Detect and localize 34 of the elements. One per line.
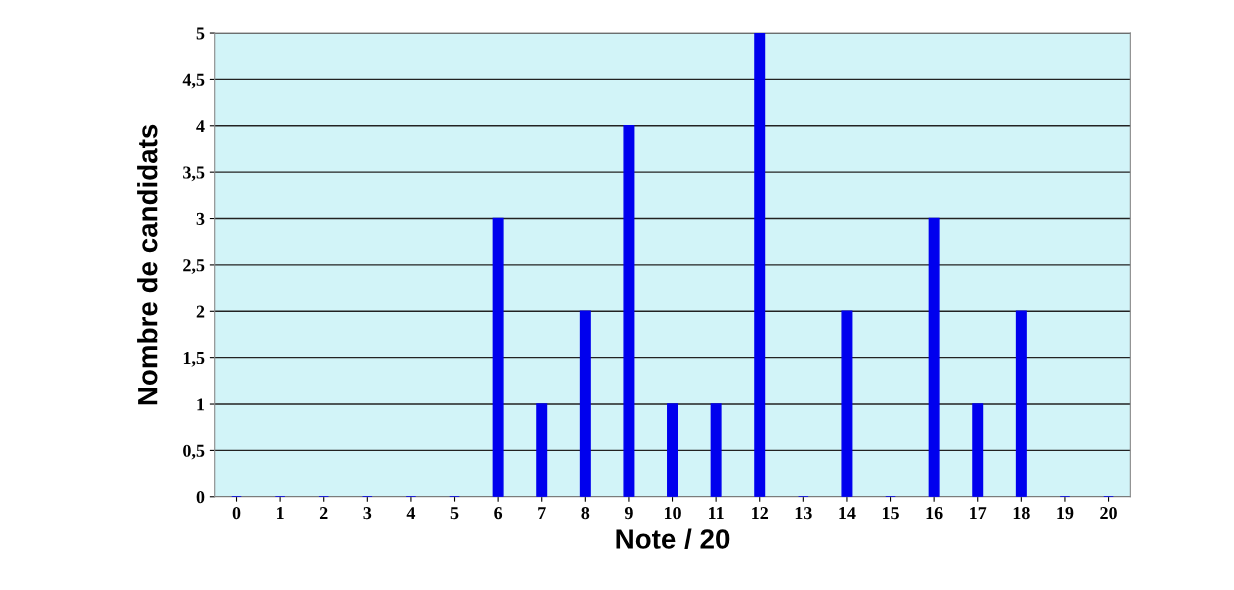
x-tick-label: 18 bbox=[1013, 507, 1030, 520]
x-tick-label: 0 bbox=[232, 507, 241, 520]
x-tick-label: 7 bbox=[538, 507, 546, 520]
x-tick-label: 17 bbox=[970, 507, 987, 520]
x-tick-label: 4 bbox=[406, 507, 416, 520]
x-tick-label: 14 bbox=[839, 507, 856, 520]
x-tick-label: 10 bbox=[664, 507, 681, 520]
y-tick-label: 5 bbox=[196, 27, 205, 40]
x-tick-label: 8 bbox=[581, 507, 590, 520]
y-tick-label: 2,5 bbox=[183, 259, 205, 274]
x-tick-label: 3 bbox=[363, 507, 372, 520]
x-tick-label: 2 bbox=[319, 507, 328, 520]
x-tick-label: 12 bbox=[752, 507, 768, 520]
y-tick-label: 4 bbox=[196, 120, 205, 133]
x-tick-label: 19 bbox=[1057, 507, 1074, 520]
x-tick-label: 16 bbox=[926, 507, 943, 520]
x-tick-label: 6 bbox=[494, 507, 503, 520]
y-tick-label: 0 bbox=[196, 491, 205, 504]
x-tick-label: 1 bbox=[277, 507, 284, 520]
y-axis-title: Nombre de candidats bbox=[137, 124, 158, 405]
y-tick-label: 3 bbox=[196, 212, 205, 225]
x-tick-label: 11 bbox=[709, 507, 724, 520]
y-tick-label: 4,5 bbox=[182, 73, 205, 89]
y-tick-label: 0,5 bbox=[183, 444, 205, 460]
y-tick-label: 1 bbox=[197, 398, 205, 411]
x-axis-title: Note / 20 bbox=[616, 528, 730, 550]
x-tick-label: 9 bbox=[624, 507, 633, 520]
x-tick-label: 20 bbox=[1100, 507, 1117, 520]
x-tick-label: 5 bbox=[450, 507, 459, 520]
y-tick-label: 3,5 bbox=[183, 166, 205, 182]
x-tick-label: 15 bbox=[882, 507, 899, 520]
x-tick-label: 13 bbox=[795, 507, 812, 520]
y-tick-label: 1,5 bbox=[183, 352, 205, 367]
y-tick-label: 2 bbox=[196, 305, 205, 318]
